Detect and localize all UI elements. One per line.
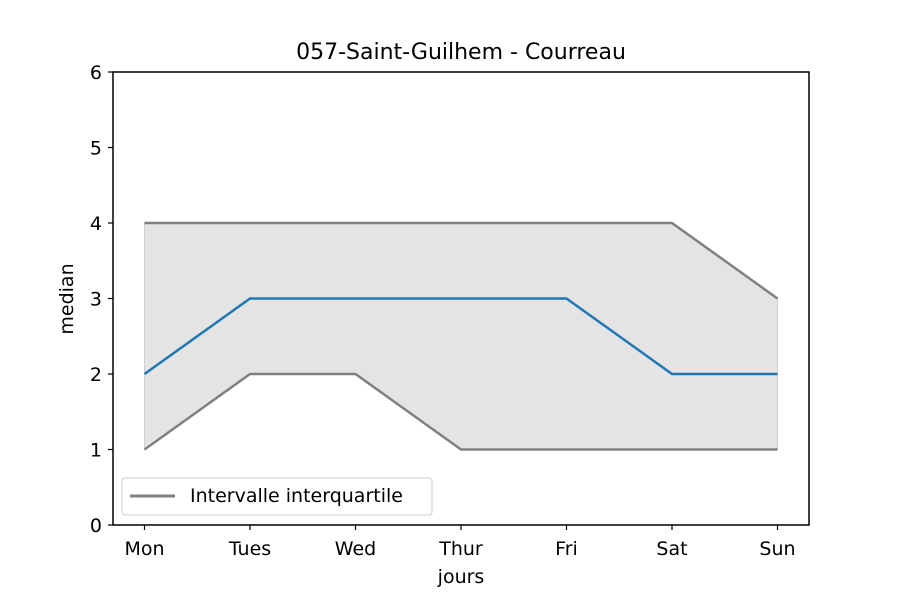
plot-area <box>143 221 779 451</box>
y-tick-label: 1 <box>90 440 102 462</box>
x-tick-label: Thur <box>438 538 483 560</box>
x-axis-label: jours <box>437 566 485 588</box>
legend-label: Intervalle interquartile <box>190 485 403 507</box>
axes: 0 1 2 3 4 5 6 Mon Tues Wed Thur Fri Sat Sun <box>90 62 810 560</box>
lower-quartile-line <box>143 372 778 451</box>
y-axis-label: median <box>56 263 78 334</box>
interquartile-band <box>144 222 778 451</box>
x-tick-label: Sun <box>759 538 795 560</box>
y-tick-label: 4 <box>90 213 102 235</box>
upper-quartile-line <box>144 221 779 300</box>
x-tick-label: Mon <box>124 538 164 560</box>
chart-title: 057-Saint-Guilhem - Courreau <box>296 40 626 65</box>
legend-box <box>121 477 433 516</box>
x-tick-label: Fri <box>555 538 578 560</box>
x-tick-label: Tues <box>228 538 271 560</box>
y-tick-label: 5 <box>90 138 102 160</box>
median-line <box>143 297 778 376</box>
y-tick-label: 6 <box>90 62 102 84</box>
x-tick-label: Sat <box>656 538 687 560</box>
x-tick-label: Wed <box>335 538 376 560</box>
y-tick-label: 3 <box>90 289 102 311</box>
y-tick-label: 2 <box>90 364 102 386</box>
legend: Intervalle interquartile <box>121 477 433 516</box>
y-tick-label: 0 <box>90 515 102 537</box>
